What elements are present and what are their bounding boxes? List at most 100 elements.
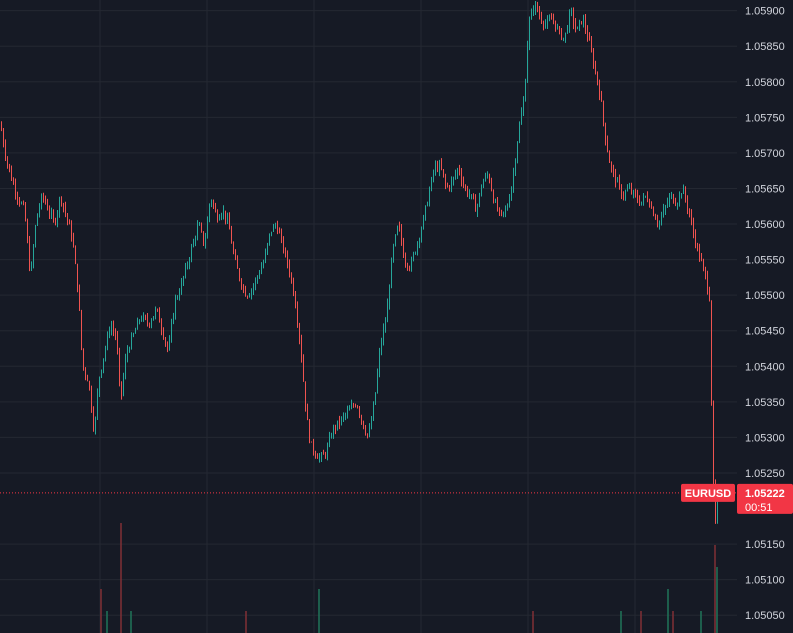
candle: [265, 248, 266, 264]
candle: [653, 206, 654, 217]
candle-body: [57, 212, 58, 224]
candle: [471, 194, 472, 200]
candle: [561, 27, 562, 41]
candle-body: [679, 194, 680, 204]
price-tick-label: 1.05500: [745, 290, 785, 302]
candle: [495, 198, 496, 204]
candle: [563, 37, 564, 42]
candle: [505, 205, 506, 218]
candle: [69, 219, 70, 225]
price-axis[interactable]: 1.05900 1.05850 1.05800 1.05750 1.05700 1.056…: [737, 0, 793, 633]
price-tick-label: 1.05550: [745, 255, 785, 267]
candle: [235, 249, 236, 261]
candle: [233, 241, 234, 255]
candle-body: [523, 100, 524, 113]
candle-body: [143, 315, 144, 320]
candle-body: [453, 177, 454, 181]
candle: [469, 189, 470, 200]
candle: [89, 380, 90, 391]
candle: [117, 330, 118, 355]
candle-body: [175, 297, 176, 315]
candle: [301, 334, 302, 363]
candle-body: [567, 28, 568, 33]
candle-body: [645, 196, 646, 198]
price-tick-label: 1.05900: [745, 6, 785, 18]
price-tick-label: 1.05750: [745, 112, 785, 124]
candle: [81, 309, 82, 351]
candle: [325, 451, 326, 459]
candle-body: [303, 359, 304, 382]
candle: [573, 7, 574, 30]
candle-body: [509, 198, 510, 207]
candle-body: [161, 322, 162, 331]
candle: [131, 332, 132, 350]
candle-body: [125, 358, 126, 377]
candle-body: [405, 257, 406, 264]
candle: [451, 176, 452, 193]
volume-bar: [667, 589, 669, 633]
candle-body: [559, 27, 560, 30]
candle: [319, 453, 320, 463]
candle-body: [633, 190, 634, 194]
candle-body: [179, 293, 180, 298]
candle-body: [469, 194, 470, 196]
candle: [139, 319, 140, 325]
candle-body: [189, 259, 190, 265]
candle-body: [151, 320, 152, 326]
candle: [245, 285, 246, 297]
candle-body: [211, 200, 212, 205]
candle: [639, 195, 640, 207]
candle: [625, 189, 626, 201]
candle-body: [121, 381, 122, 395]
candle: [637, 189, 638, 204]
candle-body: [601, 95, 602, 102]
candle: [305, 381, 306, 412]
candle: [397, 225, 398, 236]
candle: [435, 160, 436, 176]
candle: [339, 415, 340, 430]
candle-body: [539, 11, 540, 17]
candle: [607, 135, 608, 153]
candle: [575, 18, 576, 33]
candle: [105, 345, 106, 362]
candle-body: [667, 202, 668, 207]
candle-body: [689, 208, 690, 215]
candle-body: [627, 188, 628, 191]
candle-body: [367, 433, 368, 435]
candle-body: [529, 19, 530, 45]
volume-bar: [714, 545, 716, 633]
candle: [431, 176, 432, 192]
candle-body: [165, 338, 166, 343]
candle-body: [417, 242, 418, 253]
candle-body: [265, 252, 266, 263]
candle: [421, 226, 422, 243]
candle: [547, 15, 548, 29]
candle-body: [671, 194, 672, 197]
candle-body: [493, 190, 494, 203]
candle: [507, 203, 508, 211]
candle: [441, 158, 442, 171]
candle-body: [505, 209, 506, 212]
price-tick-label: 1.05300: [745, 432, 785, 444]
candle-body: [657, 219, 658, 225]
candle-body: [503, 211, 504, 213]
candle: [33, 243, 34, 269]
candle-body: [669, 196, 670, 203]
candle-body: [491, 181, 492, 191]
candle: [519, 121, 520, 144]
candle: [511, 186, 512, 201]
candle-body: [551, 18, 552, 20]
candle: [615, 168, 616, 188]
candle: [391, 257, 392, 289]
candle: [679, 191, 680, 207]
candle: [199, 221, 200, 226]
candle: [177, 295, 178, 300]
candle-body: [351, 405, 352, 409]
candle-body: [517, 142, 518, 161]
candle: [617, 177, 618, 183]
volume-bar: [620, 611, 622, 633]
candle-body: [295, 293, 296, 307]
candle-body: [555, 20, 556, 29]
